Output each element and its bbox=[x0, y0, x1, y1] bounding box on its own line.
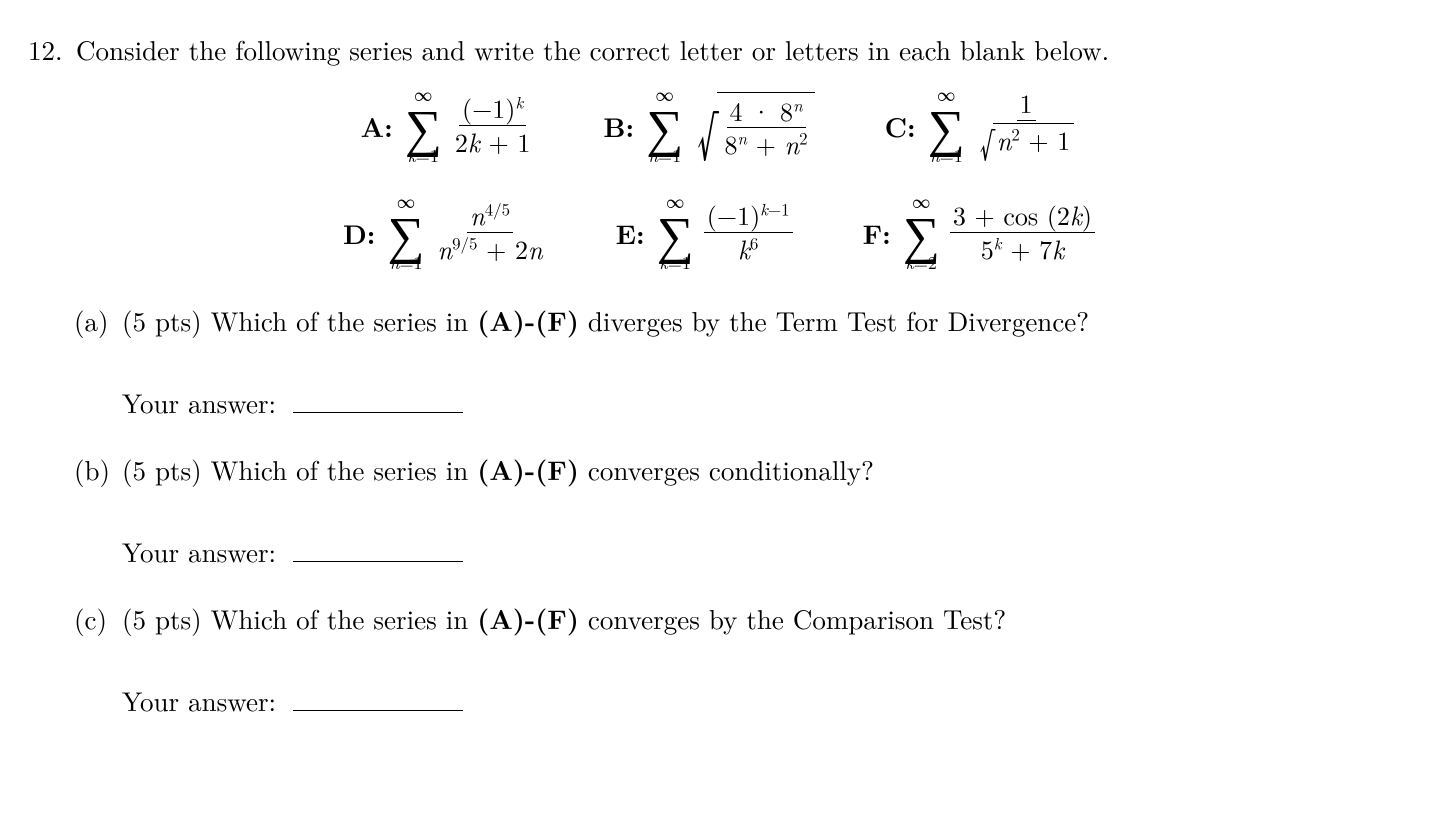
sigma-d: ∞ ∑ n=1 bbox=[387, 193, 424, 272]
series-row-2: D: ∞ ∑ n=1 n4/5 n9/5 + 2n E: ∞ ∑ k=1 (−1… bbox=[28, 193, 1410, 272]
series-b-label: B: bbox=[603, 106, 634, 145]
part-b: (b) (5 pts) Which of the series in (A)-(… bbox=[74, 449, 1410, 488]
series-d-label: D: bbox=[343, 213, 375, 252]
answer-a-blank[interactable] bbox=[293, 387, 463, 412]
series-row-1: A: ∞ ∑ k=1 (−1)k 2k + 1 B: ∞ ∑ n=1 √ bbox=[28, 86, 1410, 165]
answer-c: Your answer: bbox=[122, 681, 1410, 719]
page: 12. Consider the following series and wr… bbox=[0, 0, 1438, 719]
part-b-label: (b) bbox=[74, 450, 122, 488]
series-a-term: (−1)k 2k + 1 bbox=[452, 94, 534, 156]
part-c: (c) (5 pts) Which of the series in (A)-(… bbox=[74, 598, 1410, 637]
problem-text: Consider the following series and write … bbox=[76, 30, 1109, 68]
series-a: A: ∞ ∑ k=1 (−1)k 2k + 1 bbox=[361, 86, 534, 165]
sigma-e: ∞ ∑ k=1 bbox=[657, 193, 694, 272]
answer-b-blank[interactable] bbox=[293, 536, 463, 561]
series-e: E: ∞ ∑ k=1 (−1)k−1 k6 bbox=[616, 193, 793, 272]
series-d-term: n4/5 n9/5 + 2n bbox=[434, 201, 545, 263]
series-b-term: √ 4 · 8n 8n + n2 bbox=[693, 92, 814, 159]
series-e-label: E: bbox=[616, 213, 645, 252]
series-f-label: F: bbox=[863, 213, 891, 252]
series-f: F: ∞ ∑ k=2 3 + cos (2k) 5k + 7k bbox=[863, 193, 1095, 272]
series-d: D: ∞ ∑ n=1 n4/5 n9/5 + 2n bbox=[343, 193, 546, 272]
sigma-c: ∞ ∑ n=1 bbox=[928, 86, 965, 165]
series-e-term: (−1)k−1 k6 bbox=[704, 201, 793, 263]
part-a-question: (5 pts) Which of the series in (A)-(F) d… bbox=[122, 300, 1089, 339]
problem-number: 12. bbox=[28, 30, 76, 68]
part-a-label: (a) bbox=[74, 301, 122, 339]
part-b-question: (5 pts) Which of the series in (A)-(F) c… bbox=[122, 449, 874, 488]
sigma-b: ∞ ∑ n=1 bbox=[646, 86, 683, 165]
answer-a: Your answer: bbox=[122, 383, 1410, 421]
answer-b-label: Your answer: bbox=[122, 532, 276, 570]
series-c-label: C: bbox=[885, 106, 916, 145]
answer-b: Your answer: bbox=[122, 532, 1410, 570]
series-c: C: ∞ ∑ n=1 1 √ n2 + 1 bbox=[885, 86, 1078, 165]
series-b: B: ∞ ∑ n=1 √ 4 · 8n 8n + n2 bbox=[603, 86, 814, 165]
series-a-label: A: bbox=[361, 106, 393, 145]
answer-c-label: Your answer: bbox=[122, 681, 276, 719]
part-c-label: (c) bbox=[74, 599, 122, 637]
sigma-a: ∞ ∑ k=1 bbox=[405, 86, 442, 165]
part-a: (a) (5 pts) Which of the series in (A)-(… bbox=[74, 300, 1410, 339]
answer-a-label: Your answer: bbox=[122, 383, 276, 421]
series-f-term: 3 + cos (2k) 5k + 7k bbox=[950, 201, 1095, 263]
answer-c-blank[interactable] bbox=[293, 685, 463, 710]
problem-intro: 12. Consider the following series and wr… bbox=[28, 30, 1410, 68]
series-c-term: 1 √ n2 + 1 bbox=[975, 89, 1078, 161]
part-c-question: (5 pts) Which of the series in (A)-(F) c… bbox=[122, 598, 1006, 637]
sigma-f: ∞ ∑ k=2 bbox=[903, 193, 940, 272]
